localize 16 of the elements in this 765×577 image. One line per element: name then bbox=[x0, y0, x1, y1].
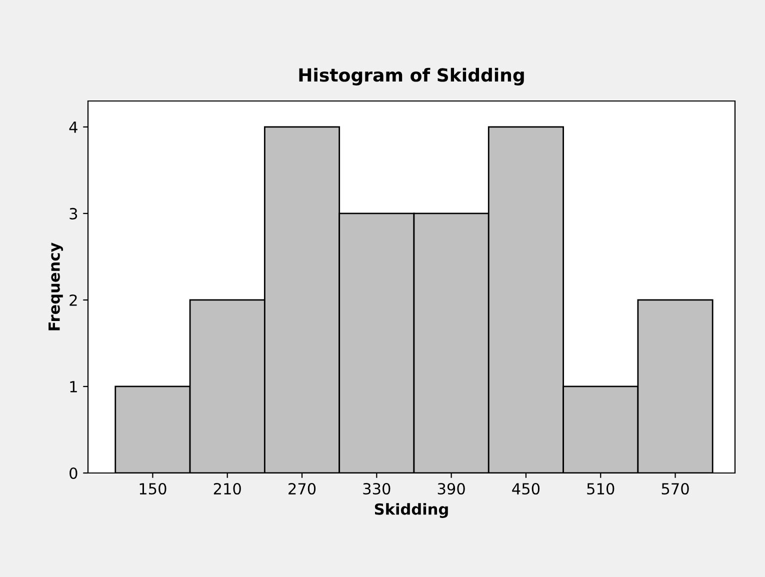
x-tick-label: 210 bbox=[214, 482, 241, 495]
y-tick-label: 4 bbox=[69, 122, 78, 133]
x-tick-label: 570 bbox=[662, 482, 689, 495]
y-tick-label: 0 bbox=[70, 467, 78, 480]
x-tick-label: 390 bbox=[438, 482, 465, 495]
y-tick-label: 3 bbox=[70, 208, 78, 220]
x-tick-label: 270 bbox=[288, 482, 316, 495]
x-tick-label: 450 bbox=[512, 482, 540, 495]
x-tick-label: 150 bbox=[140, 482, 166, 495]
x-tick-label: 330 bbox=[363, 482, 390, 495]
y-axis-title: Frequency bbox=[48, 242, 63, 330]
y-tick-label: 1 bbox=[70, 381, 77, 392]
x-axis-title: Skidding bbox=[374, 503, 448, 518]
y-tick-label: 2 bbox=[70, 294, 77, 306]
chart-title: Histogram of Skidding bbox=[299, 68, 524, 86]
x-tick-label: 510 bbox=[587, 482, 614, 495]
